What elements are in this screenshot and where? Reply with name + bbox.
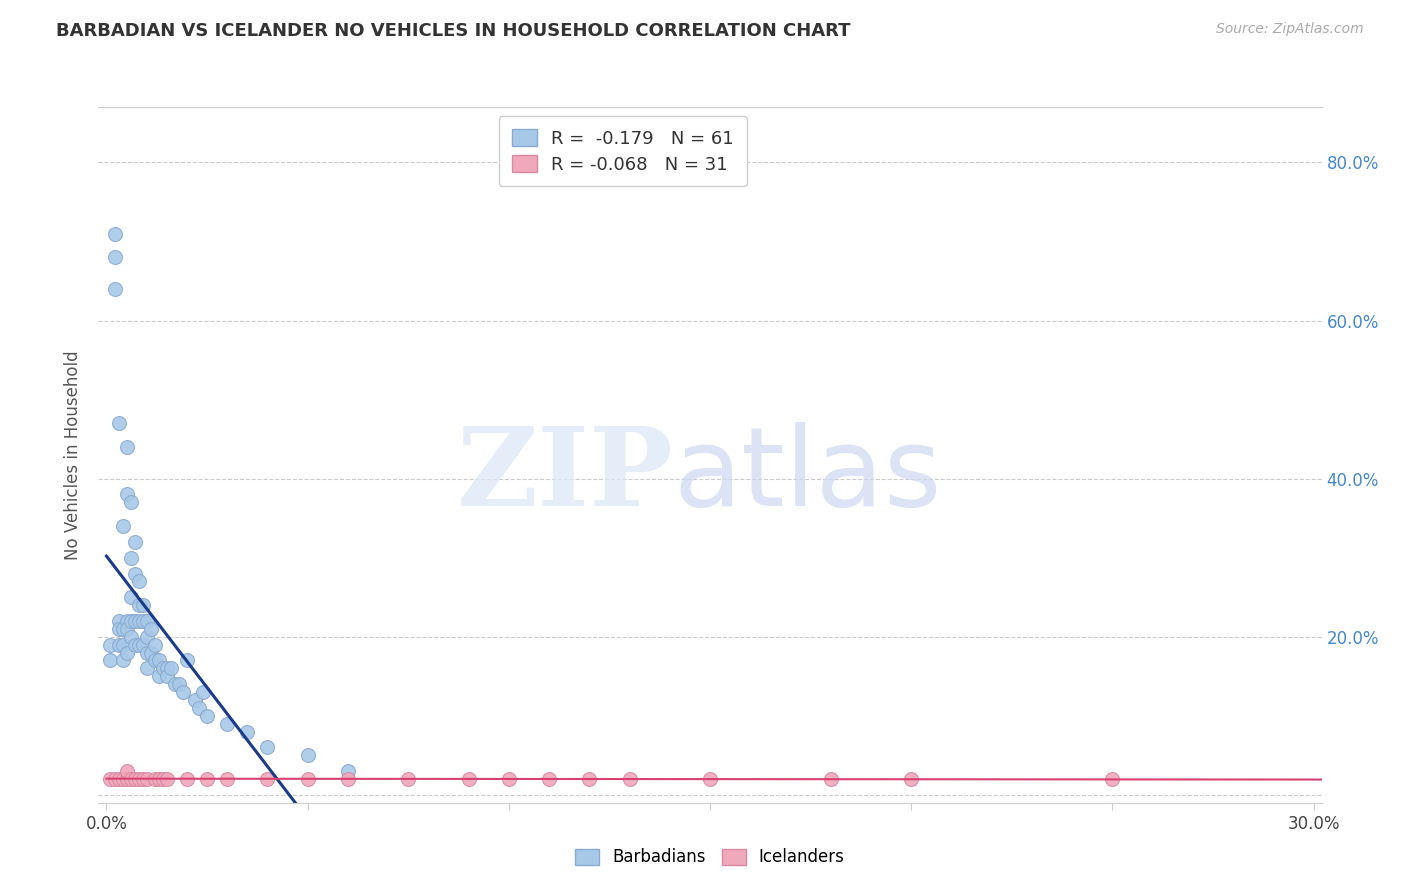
Point <box>188 701 211 715</box>
Point <box>176 653 198 667</box>
Point <box>135 614 157 628</box>
Point <box>128 772 150 786</box>
Point <box>111 772 134 786</box>
Point <box>111 653 134 667</box>
Point <box>124 534 146 549</box>
Point <box>115 440 138 454</box>
Text: atlas: atlas <box>673 422 942 529</box>
Point <box>156 669 179 683</box>
Legend: Barbadians, Icelanders: Barbadians, Icelanders <box>564 837 856 878</box>
Point <box>115 764 138 779</box>
Point <box>120 550 142 565</box>
Point <box>217 716 239 731</box>
Point <box>100 638 122 652</box>
Point <box>195 708 218 723</box>
Point <box>336 764 359 779</box>
Point <box>131 614 153 628</box>
Point <box>120 614 142 628</box>
Point <box>120 495 142 509</box>
Point <box>148 653 170 667</box>
Point <box>184 693 207 707</box>
Point <box>131 638 153 652</box>
Point <box>148 669 170 683</box>
Point <box>297 772 319 786</box>
Point <box>297 748 319 763</box>
Point <box>128 614 150 628</box>
Y-axis label: No Vehicles in Household: No Vehicles in Household <box>65 350 83 560</box>
Point <box>176 772 198 786</box>
Point <box>256 740 278 755</box>
Point <box>115 622 138 636</box>
Point <box>135 646 157 660</box>
Point <box>107 638 129 652</box>
Text: Source: ZipAtlas.com: Source: ZipAtlas.com <box>1216 22 1364 37</box>
Point <box>128 598 150 612</box>
Point <box>124 772 146 786</box>
Point <box>139 622 162 636</box>
Point <box>457 772 479 786</box>
Point <box>107 772 129 786</box>
Text: BARBADIAN VS ICELANDER NO VEHICLES IN HOUSEHOLD CORRELATION CHART: BARBADIAN VS ICELANDER NO VEHICLES IN HO… <box>56 22 851 40</box>
Point <box>120 772 142 786</box>
Point <box>124 614 146 628</box>
Point <box>120 591 142 605</box>
Point <box>135 661 157 675</box>
Point <box>163 677 186 691</box>
Point <box>115 772 138 786</box>
Point <box>217 772 239 786</box>
Point <box>103 250 125 264</box>
Point <box>107 622 129 636</box>
Point <box>135 772 157 786</box>
Point <box>128 638 150 652</box>
Point <box>256 772 278 786</box>
Point <box>172 685 194 699</box>
Point <box>103 227 125 241</box>
Point <box>699 772 721 786</box>
Point <box>103 282 125 296</box>
Point <box>111 638 134 652</box>
Point <box>107 614 129 628</box>
Point <box>143 772 166 786</box>
Point <box>619 772 641 786</box>
Point <box>152 661 174 675</box>
Point <box>107 417 129 431</box>
Point <box>538 772 561 786</box>
Point <box>160 661 183 675</box>
Point <box>1101 772 1123 786</box>
Point <box>111 519 134 533</box>
Point <box>820 772 842 786</box>
Point <box>191 685 214 699</box>
Point <box>115 646 138 660</box>
Point <box>131 772 153 786</box>
Point <box>578 772 600 786</box>
Point <box>148 772 170 786</box>
Point <box>236 724 259 739</box>
Point <box>111 622 134 636</box>
Point <box>143 638 166 652</box>
Point <box>115 487 138 501</box>
Point <box>900 772 922 786</box>
Point <box>139 646 162 660</box>
Point <box>195 772 218 786</box>
Text: ZIP: ZIP <box>457 422 673 529</box>
Point <box>128 574 150 589</box>
Point <box>100 772 122 786</box>
Point <box>336 772 359 786</box>
Point <box>103 772 125 786</box>
Point <box>152 772 174 786</box>
Point <box>131 598 153 612</box>
Point <box>156 661 179 675</box>
Point <box>124 638 146 652</box>
Point <box>396 772 419 786</box>
Point <box>100 653 122 667</box>
Point <box>120 630 142 644</box>
Point <box>135 630 157 644</box>
Point <box>167 677 190 691</box>
Point <box>124 566 146 581</box>
Point <box>498 772 520 786</box>
Point <box>143 653 166 667</box>
Point <box>115 614 138 628</box>
Point <box>156 772 179 786</box>
